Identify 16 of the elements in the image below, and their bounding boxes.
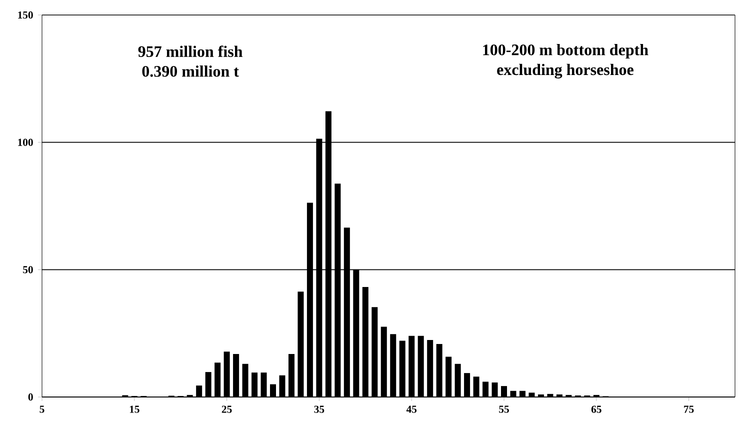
annotation: 957 million fish bbox=[138, 46, 243, 57]
annotation: 0.390 million t bbox=[142, 65, 239, 77]
x-tick-label: 65 bbox=[591, 406, 602, 413]
annotation: excluding horseshoe bbox=[497, 64, 634, 78]
x-tick-label: 45 bbox=[406, 406, 417, 413]
x-tick-label: 25 bbox=[222, 406, 232, 413]
x-tick-label: 5 bbox=[40, 406, 44, 413]
annotation: 100-200 m bottom depth bbox=[483, 44, 648, 59]
x-tick-label: 15 bbox=[130, 406, 140, 413]
x-tick-label: 35 bbox=[314, 406, 324, 413]
y-tick-label: 100 bbox=[18, 138, 33, 146]
y-tick-label: 0 bbox=[28, 393, 33, 401]
y-tick-label: 50 bbox=[23, 266, 33, 274]
x-tick-label: 55 bbox=[499, 406, 509, 413]
y-tick-label: 150 bbox=[18, 11, 33, 19]
x-tick-label: 75 bbox=[684, 406, 694, 413]
